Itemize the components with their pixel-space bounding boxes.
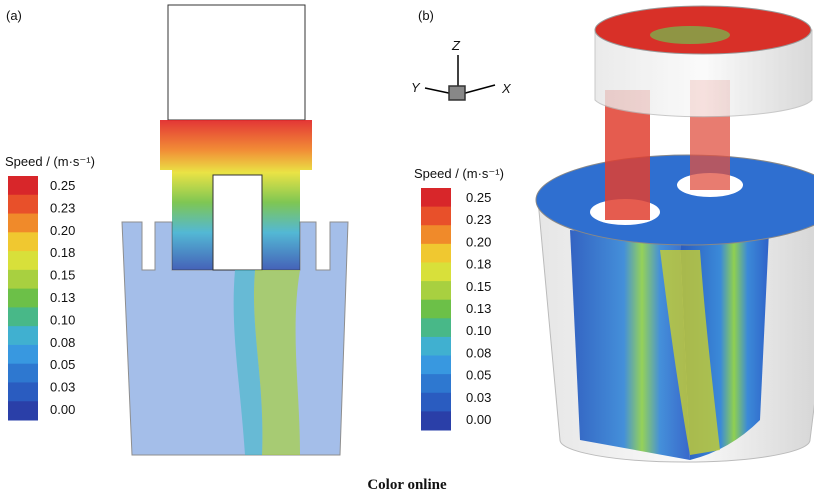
- color-swatch: [421, 318, 451, 338]
- color-swatch: [421, 299, 451, 319]
- panel-b-image: [535, 5, 814, 463]
- legend-title: Speed / (m·s⁻¹): [414, 166, 504, 181]
- legend-label: 0.23: [50, 200, 75, 215]
- legend-label: 0.23: [466, 212, 491, 227]
- color-swatch: [421, 392, 451, 412]
- legend-label: 0.05: [466, 368, 491, 383]
- color-swatch: [421, 355, 451, 375]
- legend-label: 0.03: [466, 390, 491, 405]
- legend-label: 0.18: [50, 245, 75, 260]
- legend-label: 0.10: [50, 312, 75, 327]
- legend-label: 0.20: [466, 234, 491, 249]
- color-swatch: [421, 374, 451, 394]
- legend-label: 0.05: [50, 357, 75, 372]
- color-swatch: [8, 213, 38, 233]
- panel-label: (a): [6, 8, 22, 23]
- legend-label: 0.13: [466, 301, 491, 316]
- caption: Color online: [367, 477, 447, 493]
- axis-triad: [424, 55, 496, 101]
- color-swatch: [8, 307, 38, 327]
- legend-label: 0.00: [50, 402, 75, 417]
- axis-label: Y: [411, 80, 421, 95]
- legend-label: 0.13: [50, 290, 75, 305]
- color-swatch: [421, 336, 451, 357]
- color-swatch: [8, 176, 38, 196]
- color-swatch: [8, 288, 38, 308]
- legend-label: 0.08: [50, 335, 75, 350]
- color-swatch: [421, 188, 451, 208]
- panel-a-image: [121, 4, 349, 456]
- legend-label: 0.25: [466, 190, 491, 205]
- panel-label: (b): [418, 8, 434, 23]
- color-swatch: [8, 251, 38, 271]
- color-swatch: [8, 194, 38, 215]
- legend-label: 0.08: [466, 345, 491, 360]
- color-swatch: [421, 281, 451, 301]
- color-swatch: [8, 326, 38, 346]
- legend-label: 0.25: [50, 178, 75, 193]
- legend-title: Speed / (m·s⁻¹): [5, 154, 95, 169]
- legend: 0.25 0.23 0.20 0.18 0.15 0.13 0.10 0.08 0.05 0.03…: [421, 188, 491, 431]
- color-swatch: [8, 269, 38, 290]
- legend-label: 0.00: [466, 412, 491, 427]
- legend-label: 0.15: [50, 268, 75, 283]
- legend-label: 0.10: [466, 323, 491, 338]
- color-swatch: [421, 225, 451, 245]
- legend-label: 0.03: [50, 380, 75, 395]
- color-swatch: [8, 382, 38, 402]
- axis-label: X: [501, 81, 512, 96]
- color-swatch: [8, 232, 38, 252]
- legend-label: 0.18: [466, 257, 491, 272]
- axis-label: Z: [451, 38, 461, 53]
- color-swatch: [421, 262, 451, 282]
- legend: 0.25 0.23 0.20 0.18 0.15 0.13 0.10 0.08 0.05 0.03…: [8, 176, 75, 421]
- color-swatch: [421, 206, 451, 226]
- color-swatch: [8, 363, 38, 383]
- legend-label: 0.15: [466, 279, 491, 294]
- legend-label: 0.20: [50, 223, 75, 238]
- color-swatch: [421, 411, 451, 431]
- color-swatch: [8, 401, 38, 421]
- color-swatch: [421, 243, 451, 263]
- color-swatch: [8, 344, 38, 365]
